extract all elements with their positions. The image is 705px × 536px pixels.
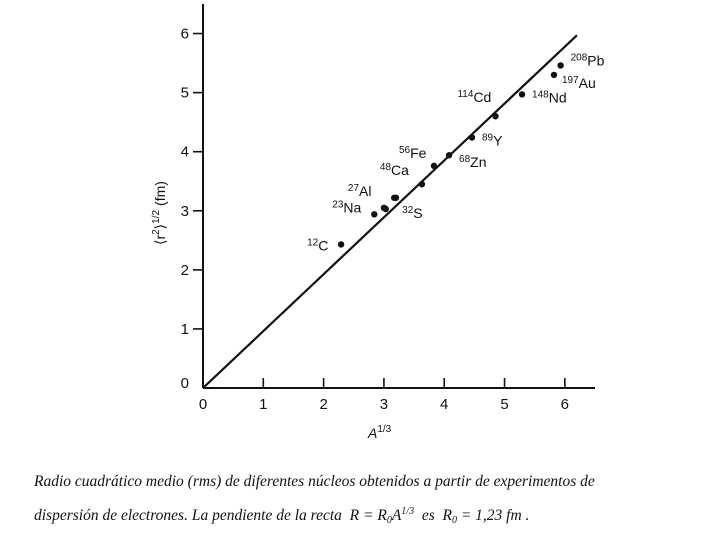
point-label-mass: 56 (399, 145, 411, 156)
point-label: 197Au (562, 75, 596, 91)
point-label: 208Pb (571, 52, 605, 68)
caption-formula: R = R0A1/3 (349, 506, 415, 526)
x-tick-label: 5 (500, 396, 508, 413)
x-axis-title-exponent: 1/3 (377, 424, 391, 435)
data-point (550, 71, 558, 79)
y-axis-title-unit: (fm) (152, 181, 168, 206)
formula-lhs: R = R (349, 507, 387, 524)
data-point (337, 241, 345, 248)
x-tick-label: 4 (440, 396, 448, 413)
y-axis-title-exponent: 1/2 (151, 210, 162, 224)
y-tick-label: 5 (181, 85, 189, 102)
point-label-symbol: Cd (473, 89, 491, 105)
caption-middle: es (421, 507, 435, 524)
y-axis-title-sup: 2 (151, 229, 162, 235)
y-tick-label: 1 (181, 321, 189, 338)
caption-line-2-text: dispersión de electrones. La pendiente d… (34, 507, 342, 524)
caption-line-1: Radio cuadrático medio (rms) de diferent… (34, 473, 595, 490)
x-tick-label: 0 (199, 396, 207, 413)
point-label-mass: 197 (562, 75, 579, 86)
point-label: 148Nd (532, 89, 567, 105)
point-label-symbol: Fe (410, 145, 427, 161)
formula-sub: 0 (386, 515, 392, 526)
point-label-symbol: C (318, 237, 328, 253)
x-axis-title: A1/3 (367, 424, 392, 441)
x-tick-label: 1 (259, 396, 267, 413)
data-point (430, 162, 438, 170)
data-point (390, 194, 398, 201)
point-label-mass: 148 (532, 89, 549, 100)
r0-lhs: R (442, 507, 452, 524)
point-label-symbol: Nd (549, 89, 567, 105)
point-label-symbol: Y (493, 133, 503, 149)
y-axis-title-main: ⟨r (152, 235, 168, 245)
data-point (371, 211, 378, 218)
x-tick-label: 2 (319, 396, 327, 413)
point-label-symbol: S (413, 205, 422, 221)
point-label-symbol: Ca (391, 162, 409, 178)
point-label: 68Zn (459, 154, 486, 170)
point-label: 89Y (482, 133, 503, 149)
point-label-mass: 23 (332, 199, 344, 210)
y-axis-title-close: ⟩ (152, 224, 168, 229)
data-point (492, 113, 499, 120)
formula-exp: 1/3 (401, 506, 415, 517)
point-label-symbol: Au (579, 75, 596, 91)
data-point (418, 180, 426, 188)
formula-base: A (391, 507, 402, 524)
y-tick-label: 3 (181, 203, 189, 220)
point-label-symbol: Pb (587, 52, 604, 68)
point-label-symbol: Zn (470, 154, 486, 170)
point-label-mass: 114 (457, 89, 473, 100)
fit-line (202, 34, 578, 389)
y-tick-label: 6 (181, 26, 189, 43)
point-label: 27Al (348, 183, 372, 199)
data-points (337, 62, 564, 248)
y-tick-label: 0 (181, 375, 189, 392)
point-label: 114Cd (457, 89, 491, 105)
caption-r0: R0 = 1,23 fm . (442, 507, 530, 526)
data-point (380, 204, 388, 212)
data-point (557, 62, 564, 69)
r0-sub: 0 (451, 515, 457, 526)
figure-caption: Radio cuadrático medio (rms) de diferent… (34, 467, 702, 536)
y-axis-title: ⟨r2⟩1/2 (fm) (151, 181, 168, 245)
caption-line-2: dispersión de electrones. La pendiente d… (34, 497, 702, 536)
point-label-symbol: Al (359, 183, 371, 199)
point-label-mass: 89 (482, 133, 494, 144)
point-label-mass: 27 (348, 183, 360, 194)
point-label-mass: 68 (459, 154, 471, 165)
data-point (518, 91, 526, 98)
data-point (468, 134, 476, 141)
point-label: 32S (402, 205, 422, 221)
r0-value: = 1,23 fm . (460, 507, 530, 524)
point-label: 48Ca (380, 162, 409, 178)
point-label-mass: 12 (307, 237, 319, 248)
x-tick-label: 6 (561, 396, 569, 413)
x-tick-label: 3 (380, 396, 388, 413)
y-tick-label: 2 (181, 262, 189, 279)
point-label: 23Na (332, 199, 361, 215)
point-label-mass: 208 (571, 52, 588, 63)
point-label-mass: 48 (380, 162, 392, 173)
point-label-symbol: Na (343, 199, 361, 215)
point-label-mass: 32 (402, 205, 414, 216)
point-label: 12C (307, 237, 328, 253)
data-point (445, 152, 453, 159)
x-axis-title-base: A (367, 425, 377, 441)
y-tick-label: 4 (181, 144, 189, 161)
point-label: 56Fe (399, 145, 427, 161)
y-axis-ticks: 0 1 2 3 4 5 6 (181, 26, 203, 392)
x-axis-ticks: 0 1 2 3 4 5 6 (199, 378, 569, 413)
